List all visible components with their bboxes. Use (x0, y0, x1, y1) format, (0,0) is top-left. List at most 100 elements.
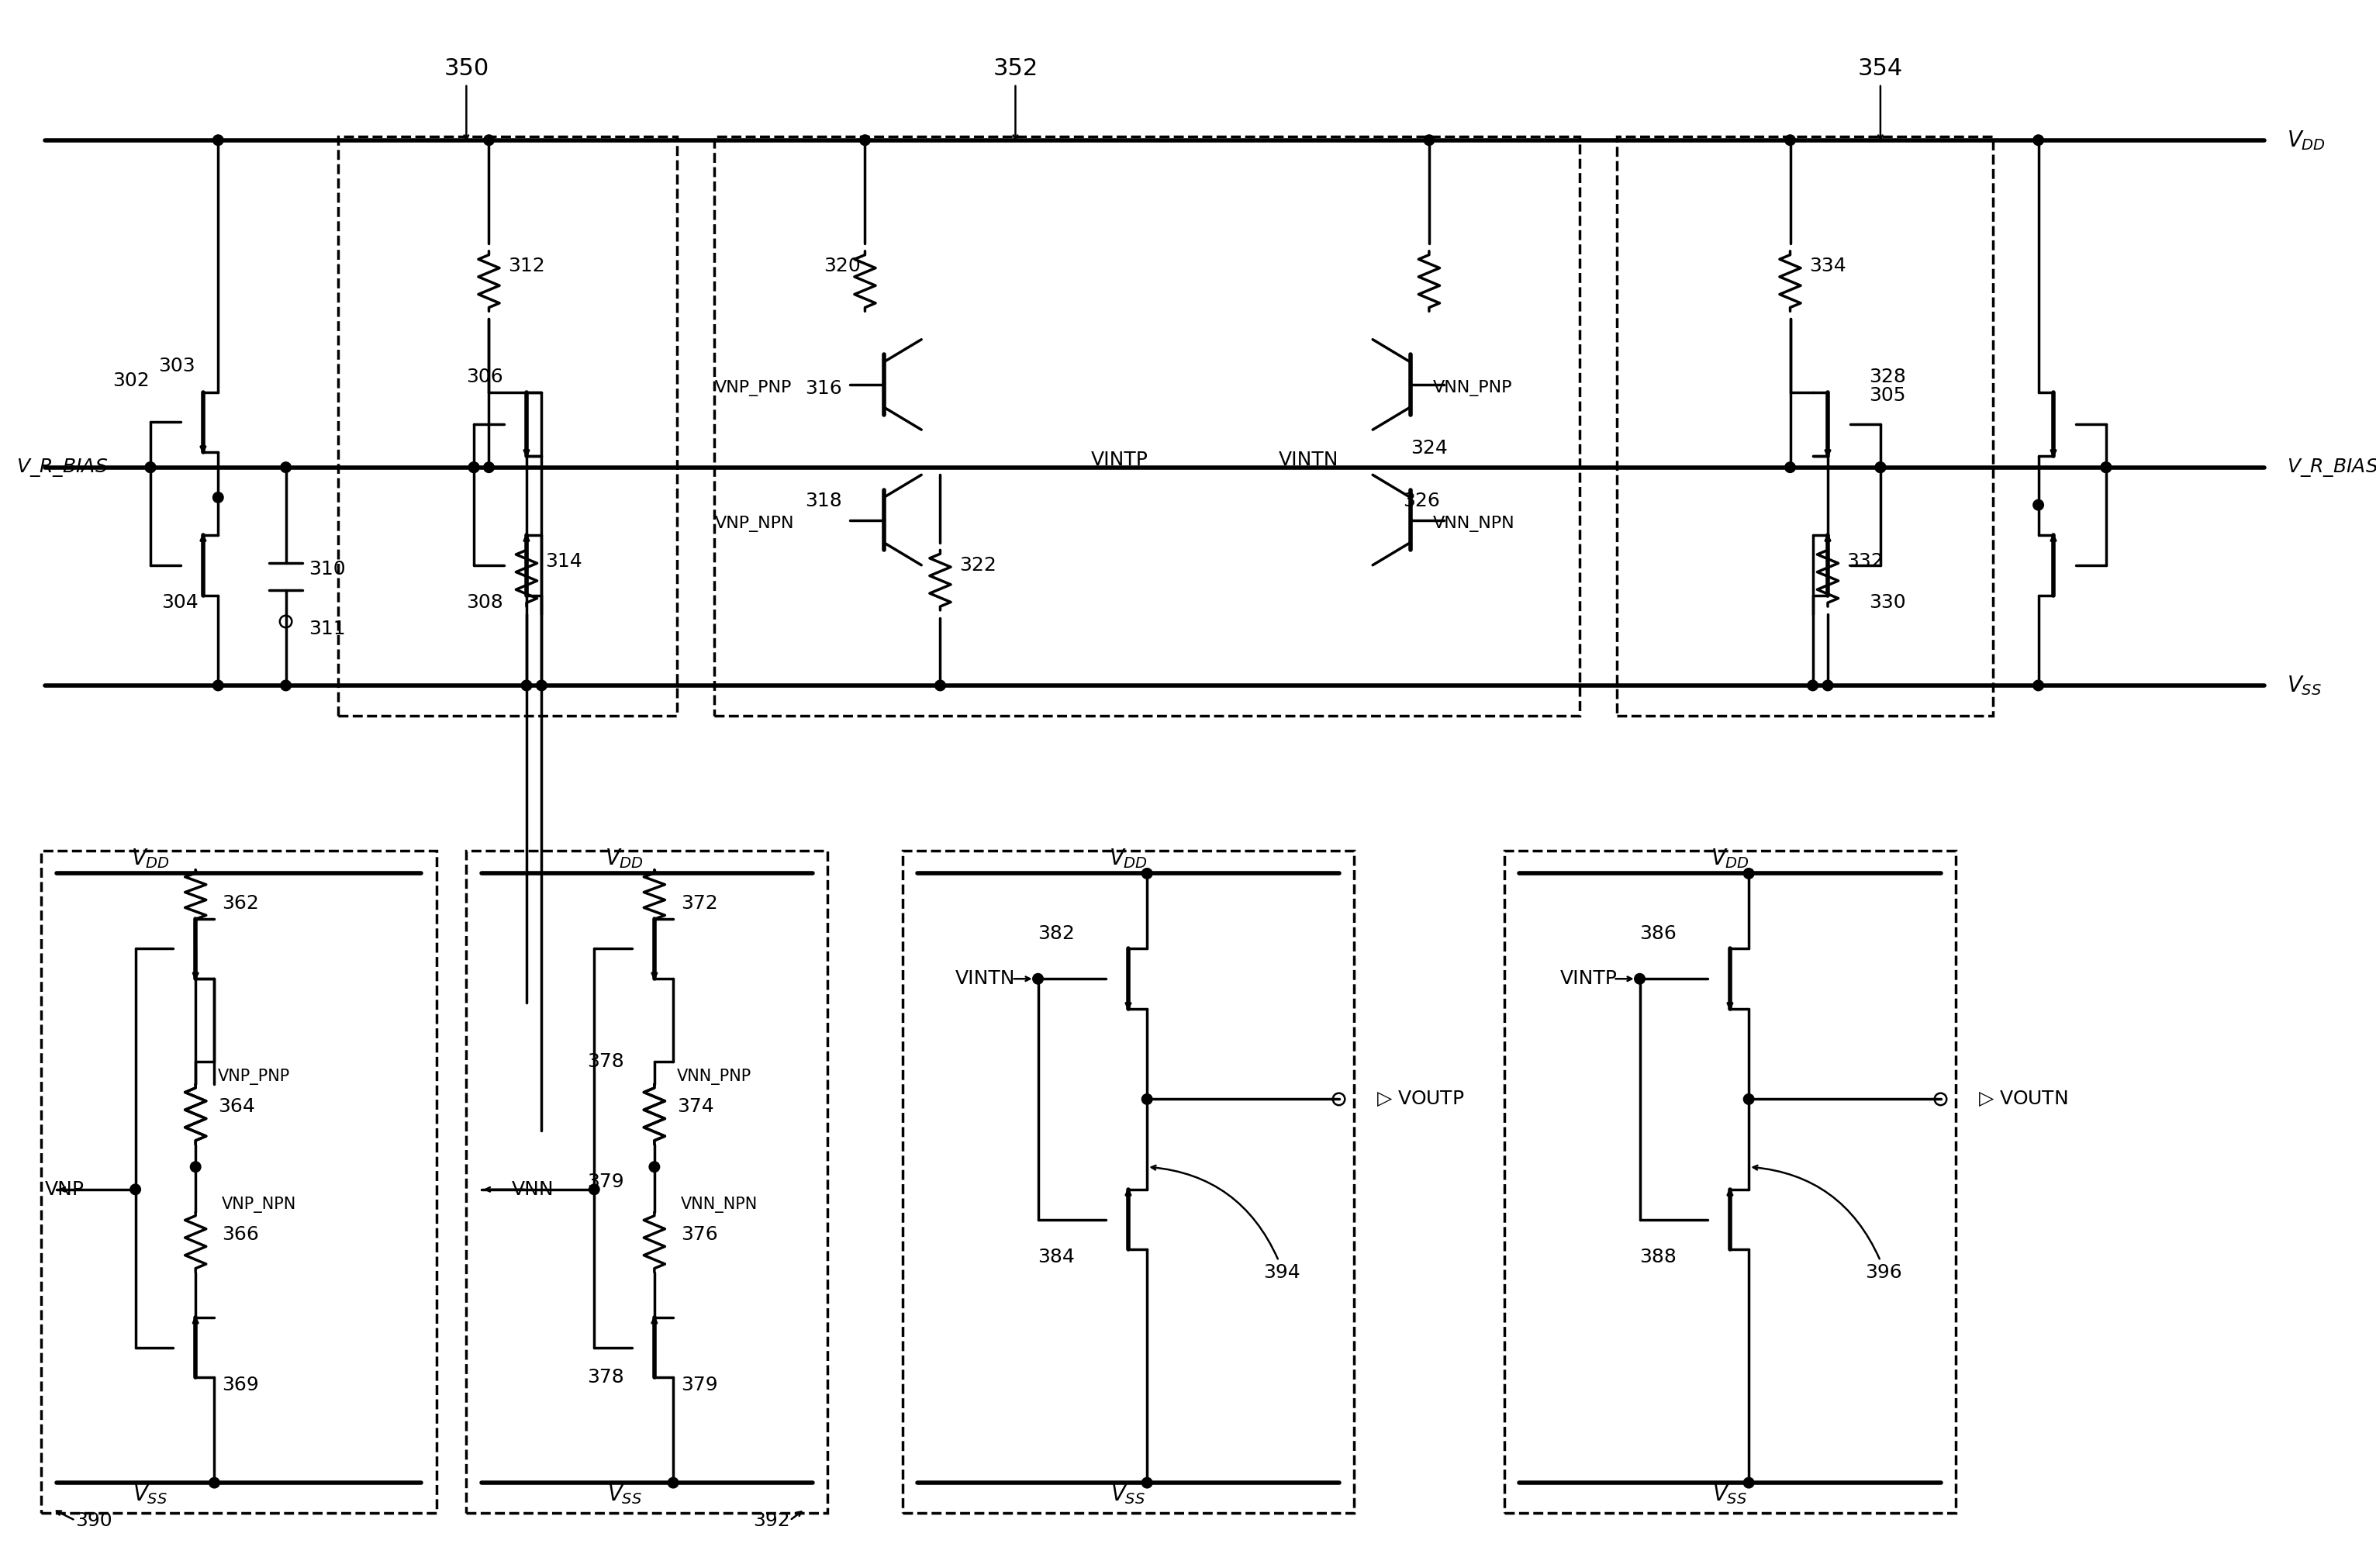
Text: VNP_PNP: VNP_PNP (715, 379, 791, 397)
Circle shape (1822, 681, 1832, 691)
Circle shape (2034, 135, 2043, 146)
Text: $V_{DD}$: $V_{DD}$ (606, 847, 644, 870)
Text: 352: 352 (993, 58, 1038, 80)
Text: 304: 304 (162, 593, 200, 612)
Circle shape (485, 135, 494, 146)
Text: 362: 362 (221, 894, 259, 913)
Text: 376: 376 (680, 1225, 718, 1243)
Circle shape (1143, 1094, 1152, 1104)
Text: 308: 308 (466, 593, 504, 612)
Circle shape (214, 135, 223, 146)
Text: $V_{DD}$: $V_{DD}$ (131, 847, 169, 870)
Text: 384: 384 (1038, 1248, 1074, 1267)
Text: VNN_PNP: VNN_PNP (1433, 379, 1514, 397)
Text: 379: 379 (587, 1173, 625, 1192)
Text: 332: 332 (1846, 552, 1884, 571)
Circle shape (1143, 869, 1152, 878)
Text: 378: 378 (587, 1052, 625, 1071)
Circle shape (1784, 463, 1796, 472)
Circle shape (2034, 500, 2043, 510)
Text: 306: 306 (466, 368, 504, 386)
Text: 305: 305 (1870, 387, 1906, 405)
Text: 324: 324 (1411, 439, 1447, 458)
Circle shape (468, 463, 480, 472)
Text: $V_{SS}$: $V_{SS}$ (1110, 1482, 1145, 1505)
Text: 334: 334 (1808, 257, 1846, 276)
Text: 328: 328 (1870, 368, 1906, 386)
Text: $V_{DD}$: $V_{DD}$ (2286, 129, 2326, 152)
Text: 366: 366 (221, 1225, 259, 1243)
Circle shape (280, 463, 292, 472)
Circle shape (1784, 135, 1796, 146)
Text: 382: 382 (1038, 925, 1074, 942)
Text: VNN: VNN (511, 1181, 554, 1198)
Circle shape (190, 1162, 202, 1173)
Text: $V_{DD}$: $V_{DD}$ (1110, 847, 1148, 870)
Text: VNP_NPN: VNP_NPN (221, 1196, 297, 1212)
Text: 302: 302 (112, 372, 150, 390)
Text: 303: 303 (157, 356, 195, 375)
Circle shape (1808, 681, 1818, 691)
Circle shape (537, 681, 546, 691)
Text: $V_{SS}$: $V_{SS}$ (606, 1482, 642, 1505)
Text: 369: 369 (221, 1375, 259, 1394)
Circle shape (2034, 681, 2043, 691)
Text: $\triangleright$ VOUTN: $\triangleright$ VOUTN (1979, 1090, 2067, 1109)
Text: 316: 316 (805, 379, 841, 398)
Text: 310: 310 (309, 560, 345, 579)
Text: 311: 311 (309, 619, 345, 638)
Circle shape (934, 681, 946, 691)
Circle shape (668, 1477, 680, 1488)
Circle shape (214, 681, 223, 691)
Text: 322: 322 (960, 555, 996, 574)
Circle shape (2100, 463, 2112, 472)
Text: 350: 350 (444, 58, 489, 80)
Text: 354: 354 (1858, 58, 1903, 80)
Circle shape (1143, 1477, 1152, 1488)
Text: VNN_NPN: VNN_NPN (1433, 516, 1516, 532)
Circle shape (1635, 974, 1644, 985)
Text: 312: 312 (508, 257, 544, 276)
Text: VNP_PNP: VNP_PNP (219, 1068, 290, 1085)
Text: $V\_R\_BIAS$: $V\_R\_BIAS$ (17, 456, 109, 478)
Circle shape (1744, 1094, 1753, 1104)
Circle shape (131, 1184, 140, 1195)
Text: 378: 378 (587, 1369, 625, 1386)
Circle shape (860, 135, 870, 146)
Circle shape (1875, 463, 1887, 472)
Circle shape (520, 681, 532, 691)
Text: 388: 388 (1639, 1248, 1677, 1267)
Text: $V_{DD}$: $V_{DD}$ (1711, 847, 1749, 870)
Text: 390: 390 (76, 1512, 112, 1530)
Text: 386: 386 (1639, 925, 1677, 942)
Text: VINTP: VINTP (1091, 450, 1148, 469)
Text: VNN_PNP: VNN_PNP (677, 1068, 751, 1085)
Circle shape (468, 463, 480, 472)
Text: VINTN: VINTN (955, 969, 1015, 988)
Text: 379: 379 (680, 1375, 718, 1394)
Text: 392: 392 (753, 1512, 789, 1530)
Text: 314: 314 (546, 552, 582, 571)
Text: $V_{SS}$: $V_{SS}$ (2286, 674, 2321, 698)
Circle shape (589, 1184, 599, 1195)
Text: VINTN: VINTN (1278, 450, 1338, 469)
Circle shape (145, 463, 157, 472)
Circle shape (485, 463, 494, 472)
Text: 364: 364 (219, 1098, 254, 1116)
Text: VNP_NPN: VNP_NPN (715, 516, 794, 532)
Text: $V_{SS}$: $V_{SS}$ (1713, 1482, 1746, 1505)
Text: 372: 372 (680, 894, 718, 913)
Text: 330: 330 (1870, 593, 1906, 612)
Text: $\triangleright$ VOUTP: $\triangleright$ VOUTP (1376, 1090, 1464, 1109)
Text: 320: 320 (824, 257, 860, 276)
Text: VNN_NPN: VNN_NPN (680, 1196, 758, 1212)
Text: $V\_R\_BIAS$: $V\_R\_BIAS$ (2286, 456, 2376, 478)
Text: 396: 396 (1865, 1262, 1903, 1281)
Circle shape (214, 492, 223, 503)
Text: 326: 326 (1402, 492, 1440, 511)
Circle shape (1034, 974, 1043, 985)
Circle shape (1744, 1477, 1753, 1488)
Circle shape (2100, 463, 2112, 472)
Text: 394: 394 (1264, 1262, 1300, 1281)
Circle shape (1875, 463, 1887, 472)
